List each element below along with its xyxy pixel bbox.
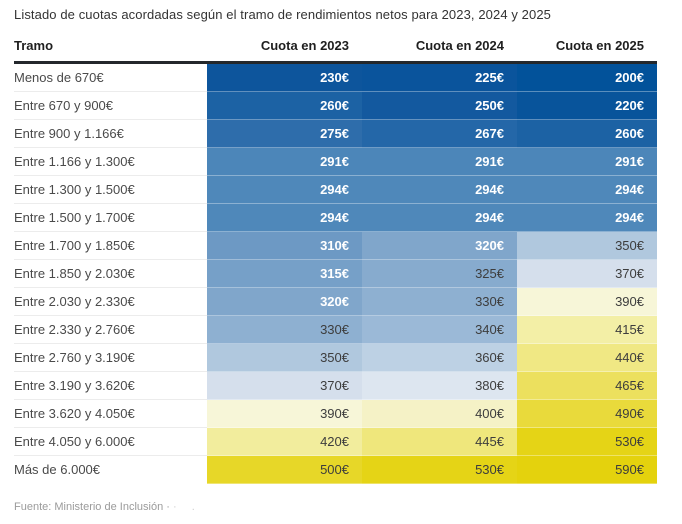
cuota-2024-cell: 320€	[362, 232, 517, 260]
tramo-label: Entre 1.166 y 1.300€	[14, 148, 207, 176]
cuota-2023-cell: 291€	[207, 148, 362, 176]
cuota-2023-cell: 294€	[207, 204, 362, 232]
tramo-label: Más de 6.000€	[14, 456, 207, 484]
tramo-label: Entre 1.300 y 1.500€	[14, 176, 207, 204]
tramo-label: Entre 3.190 y 3.620€	[14, 372, 207, 400]
cuota-2024-cell: 225€	[362, 64, 517, 92]
cuotas-table: Tramo Cuota en 2023 Cuota en 2024 Cuota …	[14, 36, 657, 484]
source-text: Fuente: Ministerio de Inclusión	[14, 501, 164, 513]
cuota-2023-cell: 260€	[207, 92, 362, 120]
cuota-2024-cell: 291€	[362, 148, 517, 176]
cuota-2023-cell: 230€	[207, 64, 362, 92]
table-row: Entre 670 y 900€ 260€ 250€ 220€	[14, 92, 657, 120]
cuota-2025-cell: 350€	[517, 232, 657, 260]
table-row: Entre 900 y 1.166€ 275€ 267€ 260€	[14, 120, 657, 148]
cuota-2025-cell: 220€	[517, 92, 657, 120]
cuota-2023-cell: 315€	[207, 260, 362, 288]
tramo-label: Entre 2.330 y 2.760€	[14, 316, 207, 344]
cuota-2023-cell: 275€	[207, 120, 362, 148]
cuota-2025-cell: 200€	[517, 64, 657, 92]
source-note: Fuente: Ministerio de Inclusión · · .	[14, 501, 657, 513]
table-row: Entre 1.500 y 1.700€ 294€ 294€ 294€	[14, 204, 657, 232]
footer-separator: ·	[163, 501, 173, 513]
table-row: Entre 2.760 y 3.190€ 350€ 360€ 440€	[14, 344, 657, 372]
table-row: Entre 3.620 y 4.050€ 390€ 400€ 490€	[14, 400, 657, 428]
cuota-2023-cell: 420€	[207, 428, 362, 456]
cuota-2025-cell: 490€	[517, 400, 657, 428]
cuota-2025-cell: 291€	[517, 148, 657, 176]
cuota-2023-cell: 330€	[207, 316, 362, 344]
cuota-2025-cell: 294€	[517, 176, 657, 204]
tramo-label: Entre 2.760 y 3.190€	[14, 344, 207, 372]
cuota-2023-cell: 350€	[207, 344, 362, 372]
cuota-2025-cell: 590€	[517, 456, 657, 484]
cuota-2024-cell: 250€	[362, 92, 517, 120]
tramo-label: Menos de 670€	[14, 64, 207, 92]
tramo-label: Entre 1.850 y 2.030€	[14, 260, 207, 288]
cuota-2024-cell: 340€	[362, 316, 517, 344]
cuota-2025-cell: 260€	[517, 120, 657, 148]
cuota-2024-cell: 267€	[362, 120, 517, 148]
cuota-2023-cell: 294€	[207, 176, 362, 204]
table-row: Entre 1.166 y 1.300€ 291€ 291€ 291€	[14, 148, 657, 176]
cuota-2023-cell: 390€	[207, 400, 362, 428]
table-row: Entre 4.050 y 6.000€ 420€ 445€ 530€	[14, 428, 657, 456]
table-row: Más de 6.000€ 500€ 530€ 590€	[14, 456, 657, 484]
cuota-2024-cell: 400€	[362, 400, 517, 428]
cuota-2024-cell: 530€	[362, 456, 517, 484]
column-header-cuota-2025: Cuota en 2025	[555, 38, 644, 53]
tramo-label: Entre 4.050 y 6.000€	[14, 428, 207, 456]
cuota-2024-cell: 380€	[362, 372, 517, 400]
table-header-row: Tramo Cuota en 2023 Cuota en 2024 Cuota …	[14, 36, 657, 64]
table-row: Menos de 670€ 230€ 225€ 200€	[14, 64, 657, 92]
column-header-tramo: Tramo	[14, 38, 54, 53]
tramo-label: Entre 900 y 1.166€	[14, 120, 207, 148]
table-row: Entre 3.190 y 3.620€ 370€ 380€ 465€	[14, 372, 657, 400]
cuota-2025-cell: 294€	[517, 204, 657, 232]
cuota-2024-cell: 294€	[362, 176, 517, 204]
cuota-2025-cell: 530€	[517, 428, 657, 456]
column-header-cuota-2024: Cuota en 2024	[415, 38, 504, 53]
table-row: Entre 1.700 y 1.850€ 310€ 320€ 350€	[14, 232, 657, 260]
tramo-label: Entre 2.030 y 2.330€	[14, 288, 207, 316]
chart-title: Listado de cuotas acordadas según el tra…	[14, 7, 552, 22]
cuota-2025-cell: 390€	[517, 288, 657, 316]
cuota-2023-cell: 310€	[207, 232, 362, 260]
table-row: Entre 1.300 y 1.500€ 294€ 294€ 294€	[14, 176, 657, 204]
tramo-label: Entre 3.620 y 4.050€	[14, 400, 207, 428]
cuota-2023-cell: 500€	[207, 456, 362, 484]
table-row: Entre 2.030 y 2.330€ 320€ 330€ 390€	[14, 288, 657, 316]
footer-faint-marks: · .	[172, 501, 201, 513]
cuota-2025-cell: 415€	[517, 316, 657, 344]
table-row: Entre 1.850 y 2.030€ 315€ 325€ 370€	[14, 260, 657, 288]
cuota-2024-cell: 294€	[362, 204, 517, 232]
tramo-label: Entre 1.500 y 1.700€	[14, 204, 207, 232]
column-header-cuota-2023: Cuota en 2023	[260, 38, 349, 53]
cuota-2025-cell: 465€	[517, 372, 657, 400]
tramo-label: Entre 1.700 y 1.850€	[14, 232, 207, 260]
cuota-2023-cell: 320€	[207, 288, 362, 316]
cuota-2024-cell: 325€	[362, 260, 517, 288]
cuota-2024-cell: 445€	[362, 428, 517, 456]
cuota-2024-cell: 360€	[362, 344, 517, 372]
table-row: Entre 2.330 y 2.760€ 330€ 340€ 415€	[14, 316, 657, 344]
cuota-2024-cell: 330€	[362, 288, 517, 316]
cuota-2025-cell: 370€	[517, 260, 657, 288]
table-body: Menos de 670€ 230€ 225€ 200€ Entre 670 y…	[14, 64, 657, 484]
cuota-2025-cell: 440€	[517, 344, 657, 372]
tramo-label: Entre 670 y 900€	[14, 92, 207, 120]
cuota-2023-cell: 370€	[207, 372, 362, 400]
